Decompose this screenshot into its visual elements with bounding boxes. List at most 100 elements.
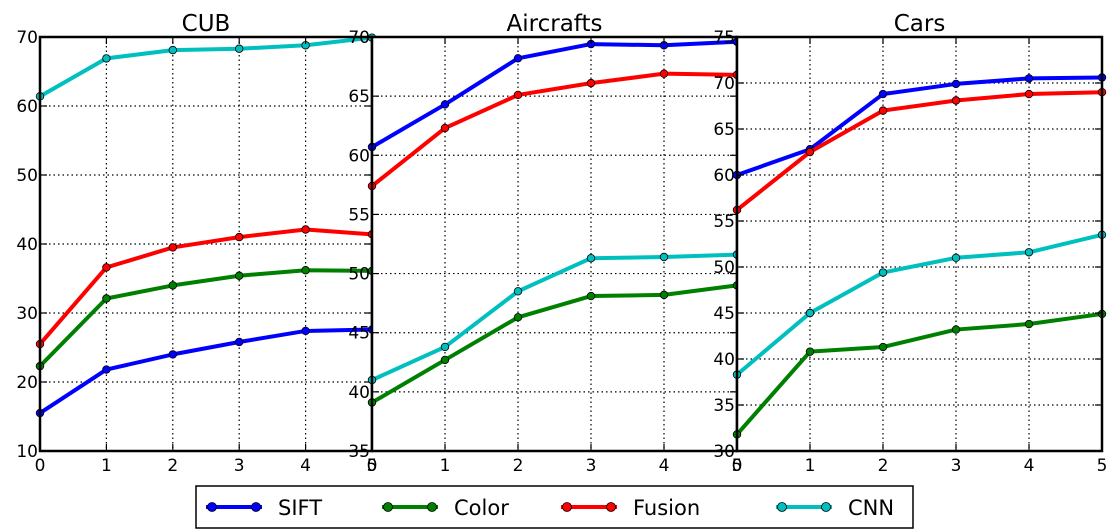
- y-tick-label: 60: [713, 166, 735, 186]
- data-point: [102, 365, 111, 374]
- data-point: [168, 243, 177, 252]
- data-point: [878, 106, 888, 115]
- data-point: [951, 96, 961, 105]
- data-point: [659, 290, 669, 300]
- y-tick-label: 70: [348, 28, 370, 48]
- data-point: [586, 253, 596, 263]
- data-point: [659, 252, 669, 262]
- legend-entry-color: Color: [382, 496, 509, 520]
- chart-title: Cars: [894, 11, 946, 37]
- x-tick-label: 4: [659, 456, 670, 476]
- y-tick-label: 65: [713, 120, 735, 140]
- series-line-sift: [736, 75, 1103, 177]
- x-tick-label: 1: [805, 456, 816, 476]
- data-point: [234, 271, 244, 280]
- y-tick-label: 50: [16, 166, 38, 186]
- x-tick-label: 4: [1024, 456, 1035, 476]
- legend-swatch-marker: [427, 502, 437, 512]
- data-point: [513, 54, 523, 63]
- y-tick-label: 60: [16, 97, 38, 117]
- y-tick-label: 35: [713, 396, 735, 416]
- x-tick-label: 5: [367, 456, 378, 476]
- y-tick-label: 70: [16, 28, 38, 48]
- legend-label: Color: [454, 496, 509, 520]
- x-tick-label: 1: [440, 456, 451, 476]
- y-tick-label: 30: [713, 442, 735, 462]
- data-point: [659, 69, 669, 78]
- y-tick-label: 35: [348, 442, 370, 462]
- data-point: [168, 350, 177, 359]
- series-line-sift: [370, 39, 738, 149]
- legend-entry-sift: SIFT: [206, 496, 322, 520]
- y-tick-label: 30: [16, 304, 38, 324]
- x-tick-label: 0: [35, 456, 46, 476]
- data-point: [805, 308, 815, 318]
- data-point: [301, 326, 310, 336]
- series-line-cnn: [371, 252, 738, 382]
- x-tick-label: 0: [367, 456, 378, 476]
- data-point: [878, 268, 888, 277]
- y-tick-label: 70: [713, 74, 735, 94]
- data-point: [951, 253, 961, 262]
- legend-label: Fusion: [633, 496, 700, 520]
- data-point: [951, 79, 961, 89]
- y-tick-label: 20: [16, 373, 38, 393]
- legend-swatch-marker: [821, 502, 831, 512]
- legend-swatch-marker: [562, 502, 572, 512]
- legend-label: SIFT: [278, 496, 322, 520]
- y-tick-label: 75: [713, 28, 735, 48]
- x-tick-label: 3: [951, 456, 962, 476]
- y-tick-label: 40: [713, 350, 735, 370]
- data-point: [805, 147, 815, 157]
- x-tick-label: 3: [234, 456, 245, 476]
- data-point: [878, 89, 888, 99]
- data-point: [234, 232, 244, 242]
- legend-frame: [195, 485, 914, 529]
- y-tick-label: 50: [348, 265, 370, 285]
- data-point: [168, 45, 177, 55]
- x-tick-label: 2: [513, 456, 524, 476]
- data-point: [440, 123, 450, 133]
- chart-title: Aircrafts: [507, 11, 603, 37]
- data-point: [878, 342, 888, 352]
- series-cnn: [35, 33, 377, 101]
- series-line-sift: [38, 327, 373, 415]
- series-line-cnn: [735, 232, 1103, 377]
- data-point: [513, 313, 523, 322]
- y-tick-label: 50: [713, 258, 735, 278]
- series-line-fusion: [38, 227, 373, 346]
- x-tick-label: 0: [732, 456, 743, 476]
- series-line-color: [370, 283, 738, 405]
- data-point: [440, 342, 450, 352]
- y-tick-label: 65: [348, 87, 370, 107]
- data-point: [102, 54, 111, 63]
- series-color: [732, 309, 1107, 439]
- legend-swatch-marker: [777, 502, 787, 512]
- legend-swatch-marker: [207, 502, 217, 512]
- data-point: [513, 287, 523, 296]
- data-point: [301, 225, 310, 234]
- data-point: [168, 281, 177, 290]
- chart-title: CUB: [182, 11, 231, 37]
- x-tick-label: 1: [101, 456, 112, 476]
- data-point: [102, 263, 111, 272]
- plot-frame: [735, 35, 1104, 453]
- data-point: [1024, 248, 1034, 257]
- data-point: [301, 266, 310, 275]
- legend-swatch-marker: [383, 502, 393, 512]
- x-tick-label: 4: [300, 456, 311, 476]
- data-point: [440, 355, 450, 365]
- data-point: [234, 44, 244, 53]
- x-tick-label: 5: [732, 456, 743, 476]
- series-color: [367, 281, 742, 407]
- x-tick-label: 3: [586, 456, 597, 476]
- data-point: [951, 325, 961, 334]
- data-point: [102, 294, 111, 303]
- legend-swatch-marker: [251, 502, 261, 512]
- data-point: [1024, 319, 1034, 329]
- data-point: [805, 347, 815, 356]
- legend: SIFT Color Fusion CNN: [195, 485, 914, 529]
